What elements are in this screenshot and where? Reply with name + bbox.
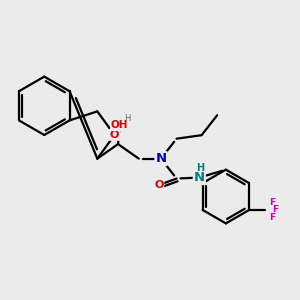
Text: H: H	[196, 164, 204, 173]
Text: H: H	[124, 114, 130, 123]
Text: N: N	[155, 152, 167, 165]
Text: F: F	[269, 213, 275, 222]
Text: N: N	[194, 171, 205, 184]
Text: O: O	[110, 130, 119, 140]
Text: O: O	[154, 180, 164, 190]
Text: OH: OH	[111, 120, 128, 130]
Text: F: F	[269, 198, 275, 207]
Text: F: F	[272, 206, 278, 214]
